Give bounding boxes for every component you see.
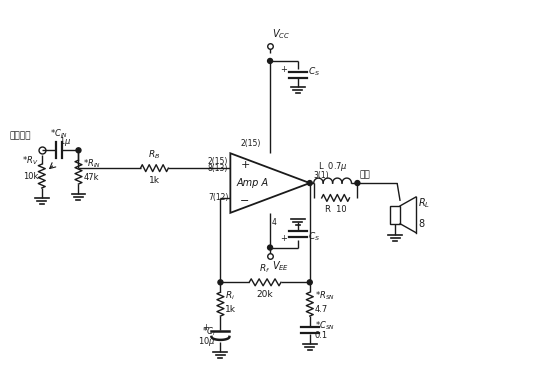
Text: 输出: 输出 — [359, 170, 370, 179]
Text: $*C_i$: $*C_i$ — [202, 326, 215, 338]
Text: $R_B$: $R_B$ — [148, 149, 161, 161]
Text: $R_L$: $R_L$ — [418, 196, 430, 210]
Text: 8: 8 — [418, 219, 424, 229]
Circle shape — [355, 181, 360, 186]
Text: $V_{CC}$: $V_{CC}$ — [272, 27, 290, 41]
Bar — [390, 206, 400, 224]
Text: R  10: R 10 — [325, 205, 347, 214]
Text: $R_i$: $R_i$ — [225, 290, 235, 302]
Text: 1k: 1k — [225, 305, 237, 314]
Text: Amp A: Amp A — [236, 178, 268, 188]
Circle shape — [76, 148, 81, 153]
Circle shape — [307, 181, 312, 186]
Text: $R_f$: $R_f$ — [259, 263, 271, 275]
Text: $C_S$: $C_S$ — [308, 66, 320, 78]
Text: +: + — [240, 160, 249, 170]
Circle shape — [218, 280, 223, 285]
Text: $*R_{IN}$: $*R_{IN}$ — [84, 158, 102, 170]
Text: 0.1: 0.1 — [315, 332, 328, 341]
Text: 47k: 47k — [84, 173, 99, 181]
Text: 4.7: 4.7 — [315, 305, 328, 314]
Text: $*C_{SN}$: $*C_{SN}$ — [315, 320, 335, 332]
Circle shape — [268, 245, 272, 250]
Text: 1$\mu$: 1$\mu$ — [59, 135, 71, 148]
Text: 10k: 10k — [23, 172, 39, 181]
Text: 2(15): 2(15) — [208, 157, 228, 166]
Text: 1k: 1k — [149, 176, 160, 185]
Text: 20k: 20k — [257, 290, 273, 299]
Text: $*C_{IN}$: $*C_{IN}$ — [50, 128, 68, 140]
Text: −: − — [240, 196, 249, 206]
Text: +: + — [280, 234, 287, 243]
Text: 4: 4 — [272, 218, 276, 227]
Text: 7(12): 7(12) — [208, 194, 228, 203]
Text: $V_{EE}$: $V_{EE}$ — [272, 259, 289, 273]
Text: 8(13): 8(13) — [208, 164, 228, 173]
Text: 音频输入: 音频输入 — [10, 132, 31, 140]
Circle shape — [307, 280, 312, 285]
Text: $*R_{SN}$: $*R_{SN}$ — [315, 290, 335, 302]
Text: $C_S$: $C_S$ — [308, 231, 320, 243]
Circle shape — [268, 59, 272, 64]
Text: L  0.7$\mu$: L 0.7$\mu$ — [318, 160, 348, 173]
Text: 2(15): 2(15) — [240, 139, 261, 148]
Text: +: + — [203, 324, 209, 333]
Text: 10$\mu$: 10$\mu$ — [198, 335, 215, 349]
Text: $*R_V$: $*R_V$ — [22, 155, 39, 167]
Text: +: + — [280, 65, 287, 74]
Text: 3(1): 3(1) — [314, 170, 329, 180]
